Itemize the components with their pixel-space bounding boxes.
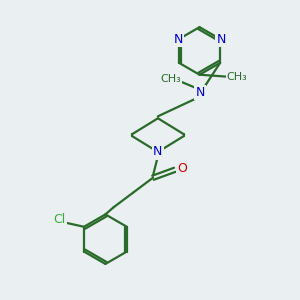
Text: CH₃: CH₃ — [227, 72, 248, 82]
Text: N: N — [196, 86, 205, 99]
Text: Cl: Cl — [53, 213, 65, 226]
Text: N: N — [153, 146, 163, 158]
Text: N: N — [173, 32, 183, 46]
Text: N: N — [216, 32, 226, 46]
Text: CH₃: CH₃ — [160, 74, 181, 84]
Text: O: O — [177, 162, 187, 175]
